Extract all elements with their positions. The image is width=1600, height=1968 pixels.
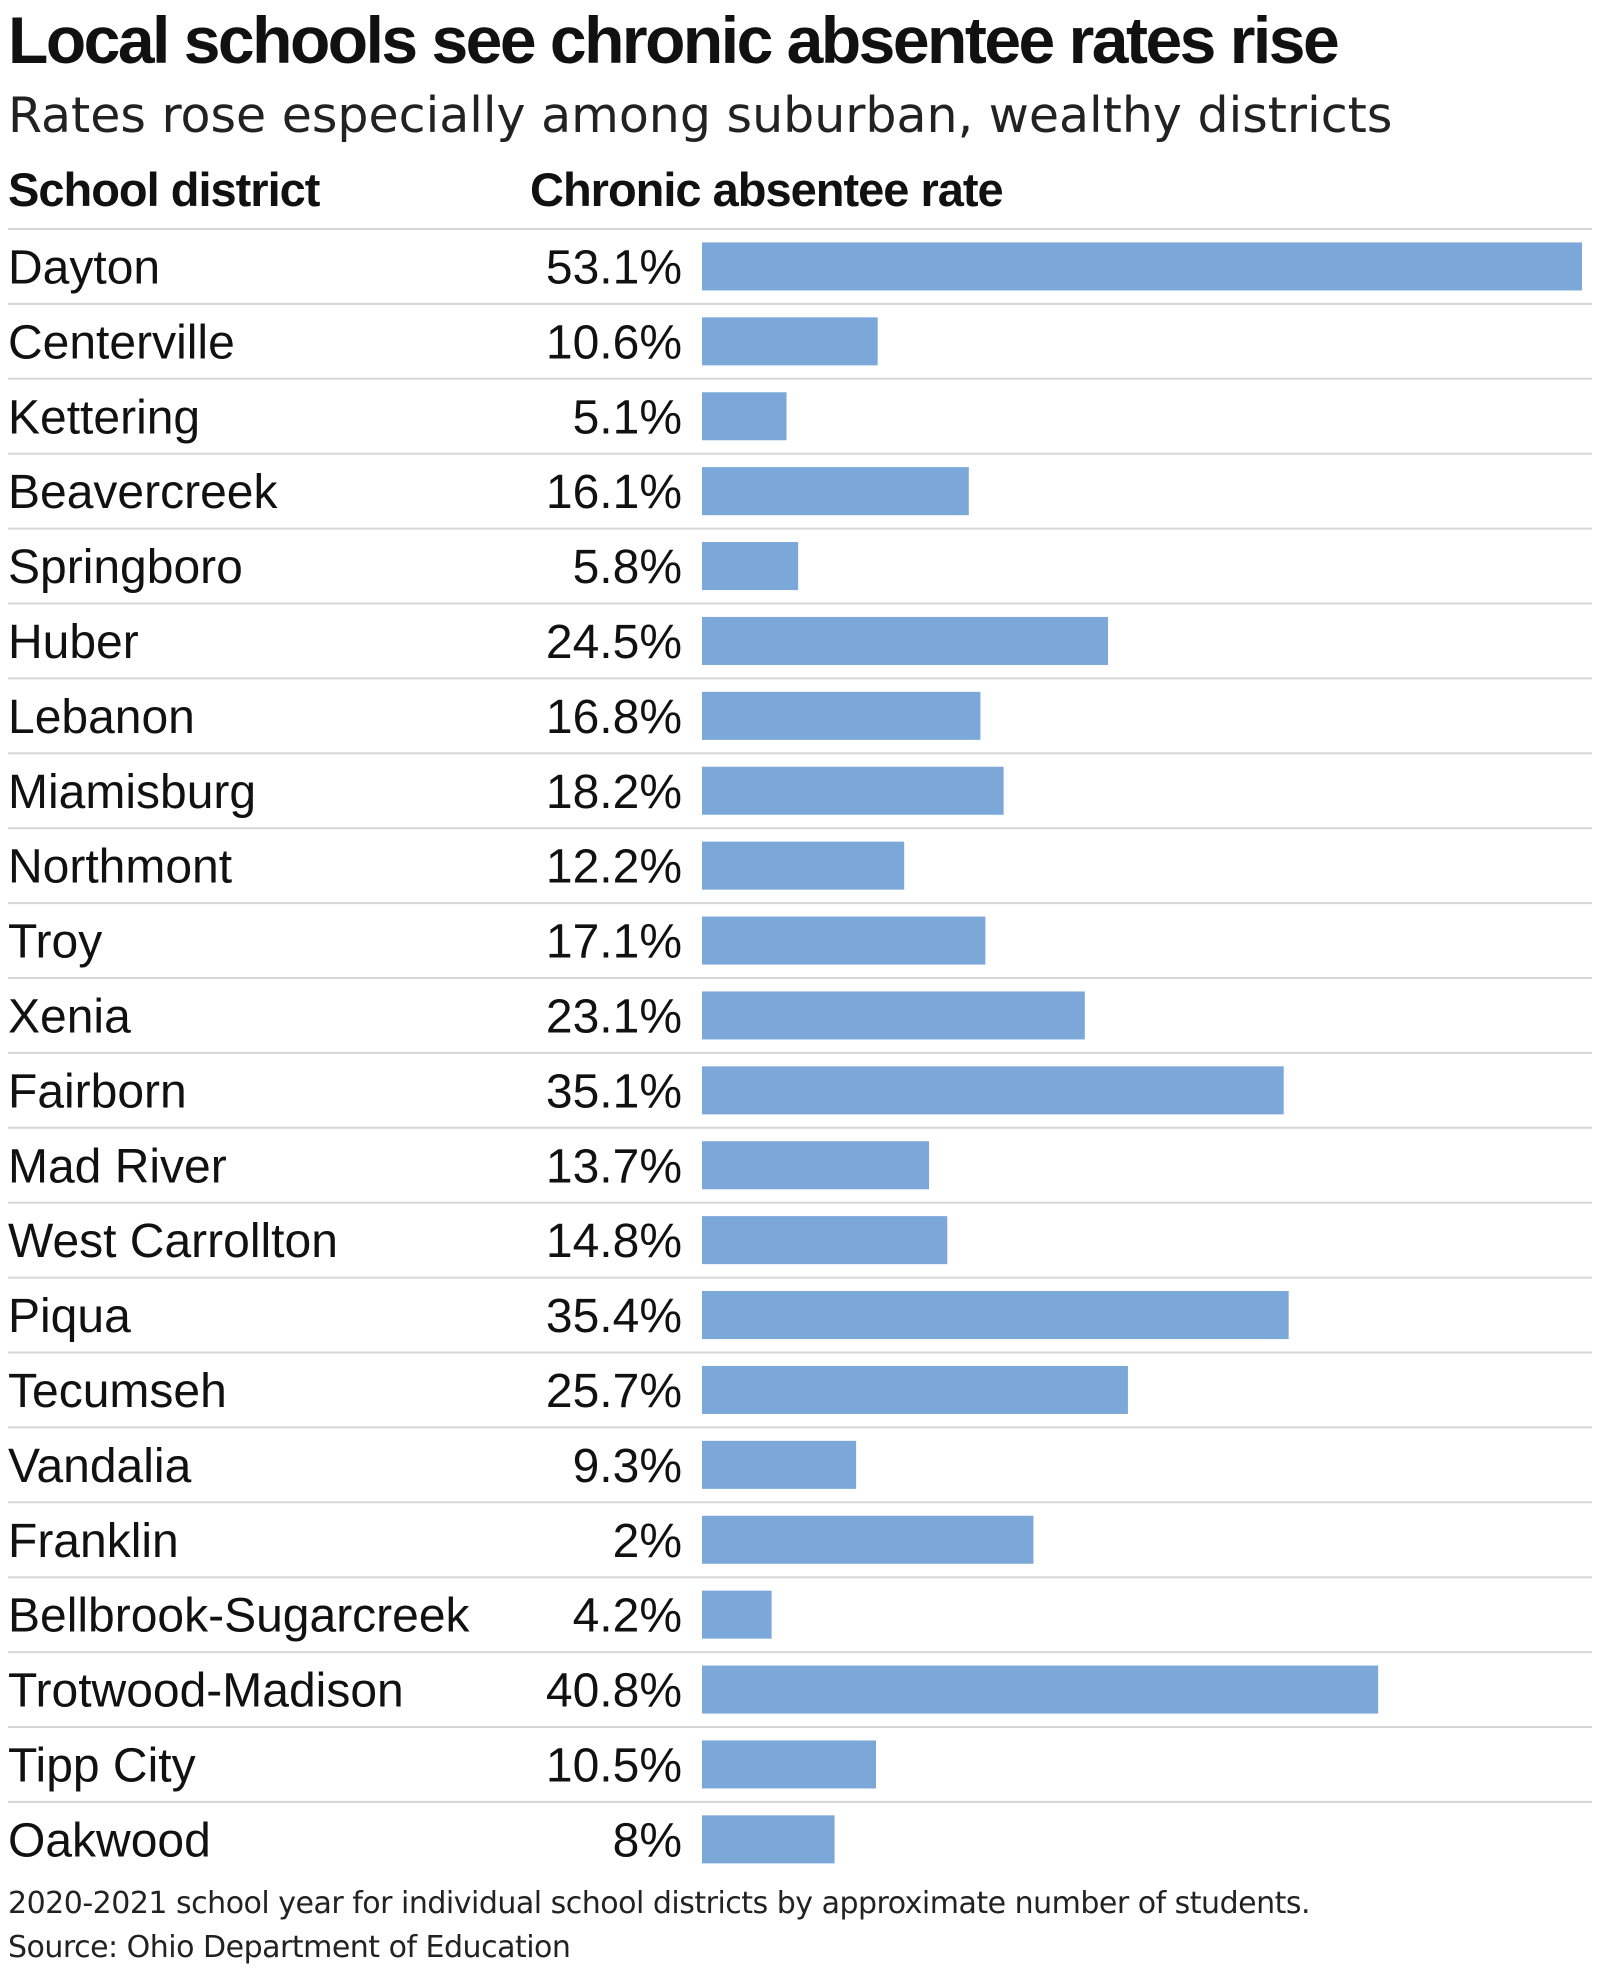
bar-vandalia (702, 1441, 856, 1489)
bar-bellbrook-sugarcreek (702, 1591, 772, 1639)
bar-kettering (702, 392, 787, 440)
district-label: Piqua (8, 1290, 131, 1343)
bar-beavercreek (702, 467, 969, 515)
rate-value-label: 24.5% (546, 616, 682, 669)
district-label: Fairborn (8, 1065, 187, 1118)
bar-franklin (702, 1516, 1033, 1564)
district-label: Troy (8, 916, 102, 969)
rate-value-label: 16.8% (546, 691, 682, 744)
footnote-note: 2020-2021 school year for individual sch… (8, 1884, 1310, 1924)
rate-value-label: 8% (613, 1814, 682, 1867)
rate-value-label: 25.7% (546, 1365, 682, 1418)
rate-value-label: 35.4% (546, 1290, 682, 1343)
bar-west-carrollton (702, 1216, 947, 1264)
rate-value-label: 17.1% (546, 916, 682, 969)
rate-value-label: 35.1% (546, 1065, 682, 1118)
district-label: Centerville (8, 316, 235, 369)
rate-value-label: 2% (613, 1515, 682, 1568)
bar-trotwood-madison (702, 1666, 1378, 1714)
district-label: Huber (8, 616, 139, 669)
rate-value-label: 14.8% (546, 1215, 682, 1268)
bar-tecumseh (702, 1366, 1128, 1414)
rate-value-label: 5.8% (573, 541, 682, 594)
district-label: Franklin (8, 1515, 179, 1568)
rate-value-label: 16.1% (546, 466, 682, 519)
rate-value-label: 10.5% (546, 1739, 682, 1792)
bar-xenia (702, 991, 1085, 1039)
rate-value-label: 9.3% (573, 1440, 682, 1493)
bar-northmont (702, 842, 904, 890)
district-label: Kettering (8, 391, 200, 444)
bar-mad-river (702, 1141, 929, 1189)
district-label: Xenia (8, 990, 131, 1043)
bar-miamisburg (702, 767, 1004, 815)
bar-huber (702, 617, 1108, 665)
rate-value-label: 40.8% (546, 1665, 682, 1718)
bar-dayton (702, 242, 1582, 290)
district-label: Mad River (8, 1140, 227, 1193)
district-label: Tipp City (8, 1739, 196, 1792)
district-label: Dayton (8, 241, 160, 294)
rate-value-label: 23.1% (546, 990, 682, 1043)
district-label: Bellbrook-Sugarcreek (8, 1590, 471, 1643)
bar-troy (702, 917, 985, 965)
district-label: Miamisburg (8, 766, 256, 819)
district-label: Oakwood (8, 1814, 211, 1867)
bar-springboro (702, 542, 798, 590)
rate-value-label: 5.1% (573, 391, 682, 444)
bar-fairborn (702, 1066, 1284, 1114)
district-label: Lebanon (8, 691, 195, 744)
district-label: Tecumseh (8, 1365, 227, 1418)
bar-piqua (702, 1291, 1289, 1339)
rate-value-label: 4.2% (573, 1590, 682, 1643)
district-label: Springboro (8, 541, 243, 594)
rate-value-label: 12.2% (546, 841, 682, 894)
bar-oakwood (702, 1815, 835, 1863)
district-label: West Carrollton (8, 1215, 338, 1268)
district-label: Vandalia (8, 1440, 192, 1493)
bar-tipp-city (702, 1740, 876, 1788)
rate-value-label: 10.6% (546, 316, 682, 369)
bar-lebanon (702, 692, 980, 740)
footnote-source: Source: Ohio Department of Education (8, 1928, 570, 1968)
rate-value-label: 13.7% (546, 1140, 682, 1193)
district-label: Trotwood-Madison (8, 1665, 404, 1718)
rate-value-label: 53.1% (546, 241, 682, 294)
bar-centerville (702, 317, 878, 365)
rate-value-label: 18.2% (546, 766, 682, 819)
district-label: Northmont (8, 841, 232, 894)
district-label: Beavercreek (8, 466, 278, 519)
